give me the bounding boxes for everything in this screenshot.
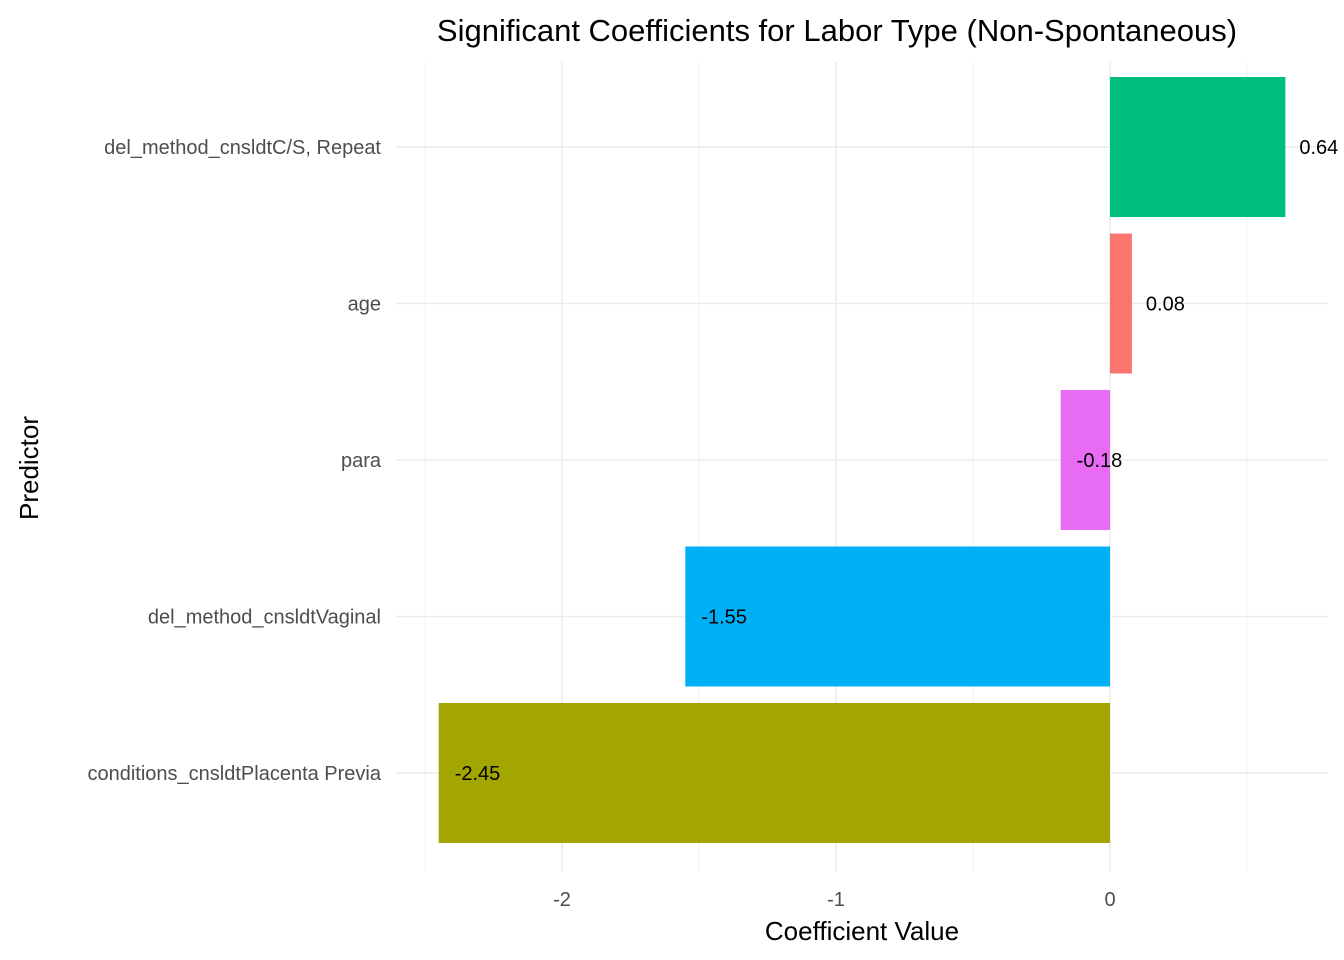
x-tick-label: -1 [827,889,845,911]
bar-4 [438,703,1110,843]
x-tick-label: -2 [553,889,571,911]
data-label: 0.08 [1146,294,1185,316]
y-tick-label: del_method_cnsldtVaginal [148,607,381,629]
bar-1 [1110,233,1132,374]
data-label: -1.55 [701,607,747,629]
chart-title: Significant Coefficients for Labor Type … [437,13,1237,48]
y-tick-label: para [341,450,382,472]
y-axis-tick-labels: del_method_cnsldtC/S, Repeat age para del_m… [87,137,381,785]
y-tick-label: age [348,294,381,316]
data-label: 0.64 [1299,137,1338,159]
data-label: -0.18 [1077,450,1123,472]
bar-layer [438,77,1286,843]
bar-3 [685,546,1110,687]
data-label: -2.45 [455,763,501,785]
data-label-layer: 0.64 0.08 -0.18 -1.55 -2.45 [455,137,1339,785]
bar-2 [1060,390,1110,530]
y-axis-title: Predictor [14,416,44,520]
x-tick-label: 0 [1104,889,1115,911]
y-tick-label: del_method_cnsldtC/S, Repeat [104,137,381,159]
bar-0 [1110,77,1286,217]
y-tick-label: conditions_cnsldtPlacenta Previa [87,763,381,785]
x-axis-tick-labels: -2 -1 0 [553,889,1115,911]
x-axis-title: Coefficient Value [765,916,959,946]
